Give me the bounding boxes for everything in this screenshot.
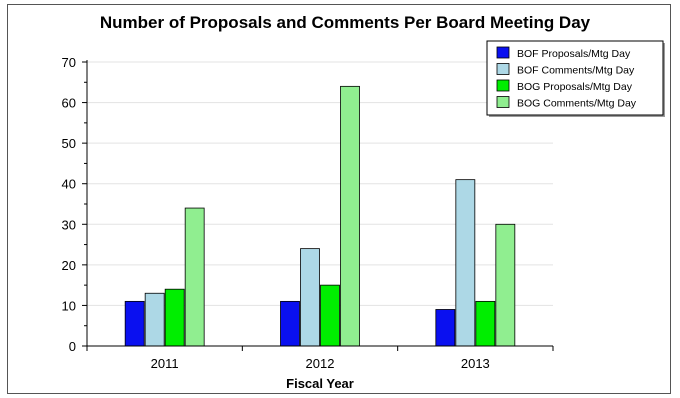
x-tick-labels: 2011 2012 2013 <box>151 356 490 371</box>
legend: BOF Proposals/Mtg Day BOF Comments/Mtg Da… <box>486 40 665 117</box>
bar-series0-cat1 <box>280 300 300 347</box>
x-axis-label: Fiscal Year <box>286 376 354 391</box>
x-tick-label-1: 2012 <box>306 356 335 371</box>
y-tick-label-5: 50 <box>62 136 76 151</box>
bar-series0-cat2 <box>435 309 456 347</box>
bar-series0-cat0 <box>124 300 145 347</box>
legend-swatch-3 <box>496 96 510 108</box>
x-tick-label-2: 2013 <box>461 356 490 371</box>
legend-swatch-0 <box>496 46 510 59</box>
y-tick-label-1: 10 <box>62 298 76 313</box>
bar-series2-cat0 <box>164 288 185 347</box>
bar-series3-cat2 <box>495 223 516 347</box>
legend-swatch-2 <box>496 79 510 92</box>
legend-box <box>486 40 664 116</box>
gridlines <box>87 61 553 306</box>
y-tick-labels: 0 10 20 30 40 50 60 70 <box>62 55 76 354</box>
legend-label-2: BOG Proposals/Mtg Day <box>517 81 633 93</box>
x-tick-label-0: 2011 <box>151 356 179 371</box>
y-tick-label-4: 40 <box>62 177 76 192</box>
legend-label-0: BOF Proposals/Mtg Day <box>517 48 631 60</box>
legend-swatch-1 <box>496 63 510 75</box>
y-tick-label-2: 20 <box>62 258 76 273</box>
bar-series2-cat2 <box>475 300 496 347</box>
y-tick-label-3: 30 <box>62 217 76 232</box>
chart-title: Number of Proposals and Comments Per Boa… <box>100 13 591 32</box>
bar-series1-cat1 <box>300 248 320 347</box>
axes <box>82 60 554 351</box>
bar-series3-cat1 <box>340 85 360 347</box>
bar-series2-cat1 <box>320 284 340 347</box>
y-tick-label-0: 0 <box>69 339 76 354</box>
y-tick-label-6: 60 <box>62 96 76 111</box>
bars <box>124 85 516 347</box>
bar-series1-cat2 <box>455 179 476 347</box>
y-tick-label-7: 70 <box>62 55 76 70</box>
legend-label-3: BOG Comments/Mtg Day <box>517 98 637 110</box>
bar-series3-cat0 <box>184 207 205 347</box>
legend-label-1: BOF Comments/Mtg Day <box>517 65 635 77</box>
bar-series1-cat0 <box>144 292 165 347</box>
